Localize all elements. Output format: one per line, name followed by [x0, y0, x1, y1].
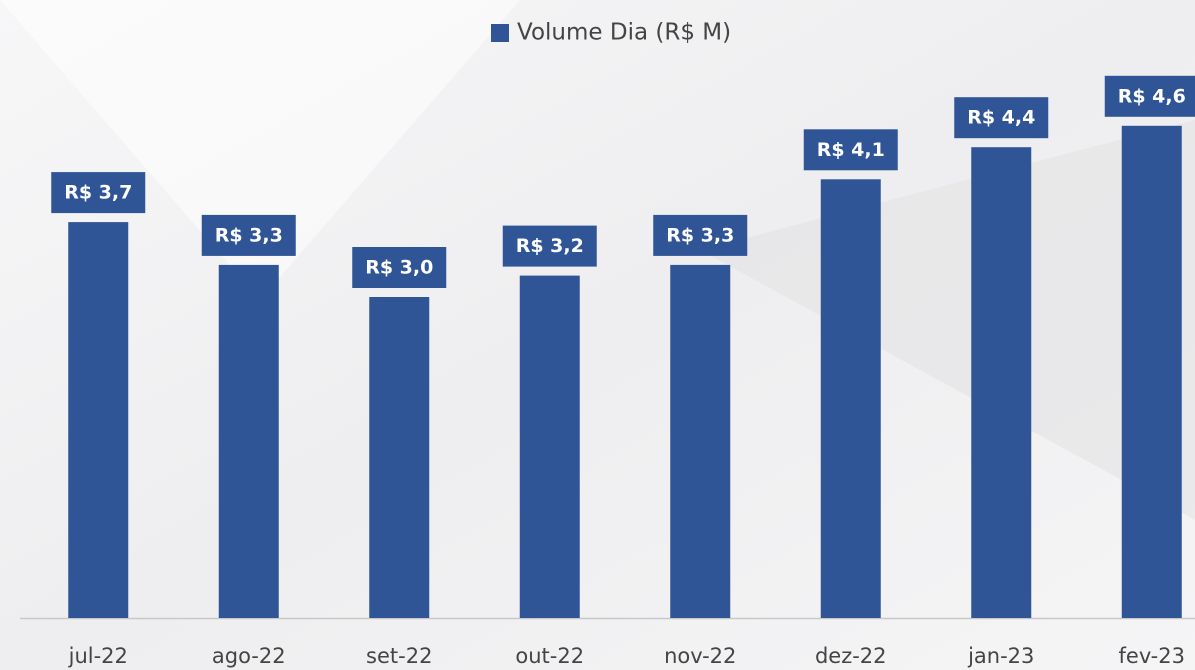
x-tick-label: dez-22: [815, 644, 887, 668]
bar: [519, 275, 580, 618]
data-label: R$ 4,1: [817, 139, 885, 161]
x-tick-label: jul-22: [68, 644, 128, 668]
data-label-box: [803, 129, 898, 171]
data-label-box: [502, 225, 597, 267]
data-label: R$ 4,4: [967, 107, 1035, 129]
x-tick-label: nov-22: [664, 644, 736, 668]
bar: [68, 222, 129, 618]
data-label-box: [954, 97, 1049, 139]
data-label: R$ 3,3: [215, 224, 283, 246]
x-tick-label: set-22: [366, 644, 432, 668]
x-tick-label: out-22: [515, 644, 584, 668]
data-label-box: [51, 172, 146, 214]
bar: [670, 264, 731, 618]
bar: [820, 179, 881, 619]
legend-label: Volume Dia (R$ M): [517, 20, 731, 46]
legend-swatch: [491, 24, 509, 42]
x-tick-label: fev-23: [1119, 644, 1185, 668]
data-label-box: [1104, 75, 1195, 117]
data-label: R$ 3,2: [516, 235, 584, 257]
data-label-box: [653, 214, 748, 256]
bar: [971, 147, 1032, 618]
data-label: R$ 3,7: [64, 182, 132, 204]
data-label: R$ 4,6: [1118, 85, 1186, 107]
x-tick-label: ago-22: [212, 644, 286, 668]
bar: [1121, 125, 1182, 619]
bar: [369, 297, 430, 618]
x-tick-label: jan-23: [967, 644, 1034, 668]
bar: [218, 264, 279, 618]
data-label-box: [201, 214, 296, 256]
data-label: R$ 3,3: [666, 224, 734, 246]
data-label-box: [352, 247, 447, 288]
background-shape: [0, 0, 520, 300]
data-label: R$ 3,0: [365, 257, 433, 279]
